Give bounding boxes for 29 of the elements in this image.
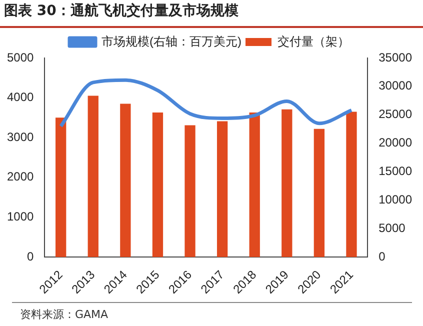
- y2-tick-label: 20000: [378, 136, 412, 150]
- bar: [346, 112, 357, 257]
- y-tick-label: 4000: [6, 90, 34, 104]
- y-tick-label: 2000: [6, 170, 34, 184]
- bar: [88, 96, 98, 257]
- y2-tick-label: 0: [378, 249, 386, 264]
- legend-label: 交付量（架）: [277, 34, 350, 48]
- bar: [56, 118, 66, 257]
- y2-tick-label: 15000: [378, 164, 412, 178]
- y2-tick-label: 30000: [378, 78, 412, 93]
- y-tick-label: 0: [27, 249, 34, 264]
- text: 资料来源：GAMA: [20, 307, 108, 322]
- y2-tick-label: 10000: [378, 192, 412, 206]
- bar: [314, 128, 325, 257]
- legend-label: 市场规模(右轴：百万美元): [102, 34, 242, 48]
- line-series: [59, 78, 354, 128]
- bar: [184, 125, 196, 257]
- y2-tick-label: 5000: [378, 220, 406, 235]
- y-tick-label: 5000: [6, 50, 34, 64]
- chart-title: 图表 30：通航飞机交付量及市场规模: [4, 2, 238, 20]
- y-tick-label: 1000: [6, 209, 34, 224]
- y-tick-label: 3000: [6, 130, 34, 144]
- bar: [152, 112, 164, 257]
- y2-tick-label: 25000: [378, 107, 412, 122]
- bar: [249, 112, 260, 257]
- bar: [282, 109, 292, 257]
- y2-tick-label: 35000: [378, 50, 412, 64]
- bar: [216, 121, 228, 257]
- bar: [120, 104, 131, 257]
